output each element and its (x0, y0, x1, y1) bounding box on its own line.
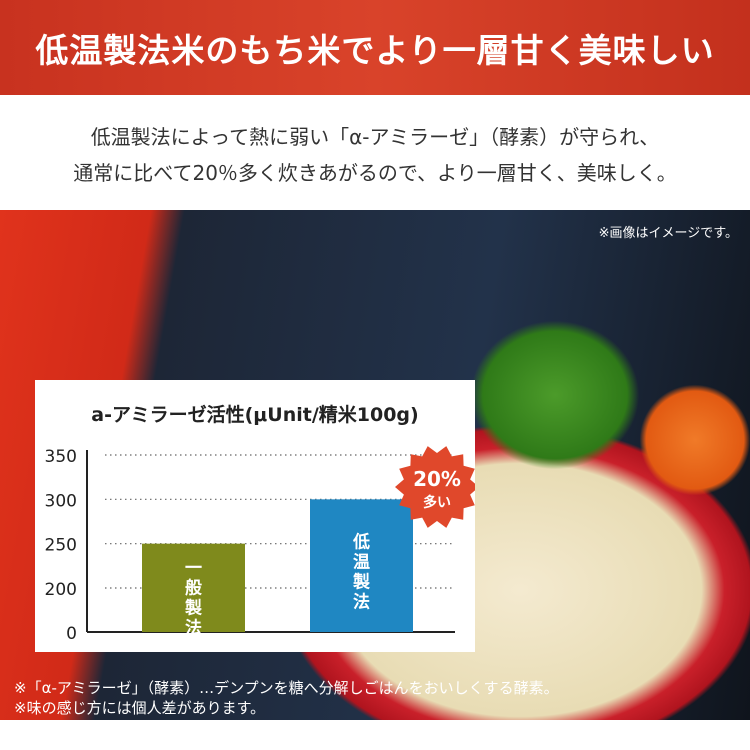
y-tick-label: 250 (45, 536, 77, 556)
footnotes: ※「α-アミラーゼ」（酵素）…デンプンを糖へ分解しごはんをおいしくする酵素。 ※… (14, 678, 559, 718)
bar-label-char: 法 (185, 618, 202, 639)
bar-0 (142, 543, 245, 632)
y-tick-label: 200 (45, 580, 77, 600)
chart-panel: a-アミラーゼ活性(μUnit/精米100g) 0 200 250 300 350 一般製… (35, 380, 475, 652)
chart-title: a-アミラーゼ活性(μUnit/精米100g) (91, 404, 419, 426)
y-tick-label: 0 (66, 624, 77, 644)
intro-line-1: 低温製法によって熱に弱い「α-アミラーゼ」（酵素）が守られ、 (90, 125, 660, 149)
header-banner: 低温製法米のもち米でより一層甘く美味しい (0, 0, 750, 95)
badge-percent: 20% (413, 467, 461, 491)
image-note: ※画像はイメージです。 (598, 226, 738, 241)
bar-label-char: 低 (352, 531, 370, 552)
intro-text: 低温製法によって熱に弱い「α-アミラーゼ」（酵素）が守られ、 通常に比べて20％… (0, 95, 750, 210)
badge-text: 多い (423, 494, 451, 511)
badge-burst (395, 446, 475, 528)
bar-label-char: 温 (353, 552, 370, 572)
y-tick-label: 350 (45, 447, 77, 467)
bar-label-char: 一 (185, 559, 202, 579)
footnote-2: ※味の感じ方には個人差があります。 (14, 699, 266, 717)
bar-1 (310, 499, 413, 632)
bar-label-char: 製 (184, 598, 202, 619)
bar-label-char: 法 (353, 591, 370, 612)
bar-label-char: 般 (185, 578, 202, 599)
mitsuba-leaf (470, 320, 640, 470)
carrot-flower (640, 380, 750, 500)
bar-label-char: 製 (352, 571, 370, 592)
intro-line-2: 通常に比べて20％多く炊きあがるので、より一層甘く、美味しく。 (73, 161, 677, 185)
y-tick-label: 300 (45, 491, 77, 511)
footnote-1: ※「α-アミラーゼ」（酵素）…デンプンを糖へ分解しごはんをおいしくする酵素。 (14, 679, 559, 697)
header-title: 低温製法米のもち米でより一層甘く美味しい (35, 30, 715, 70)
